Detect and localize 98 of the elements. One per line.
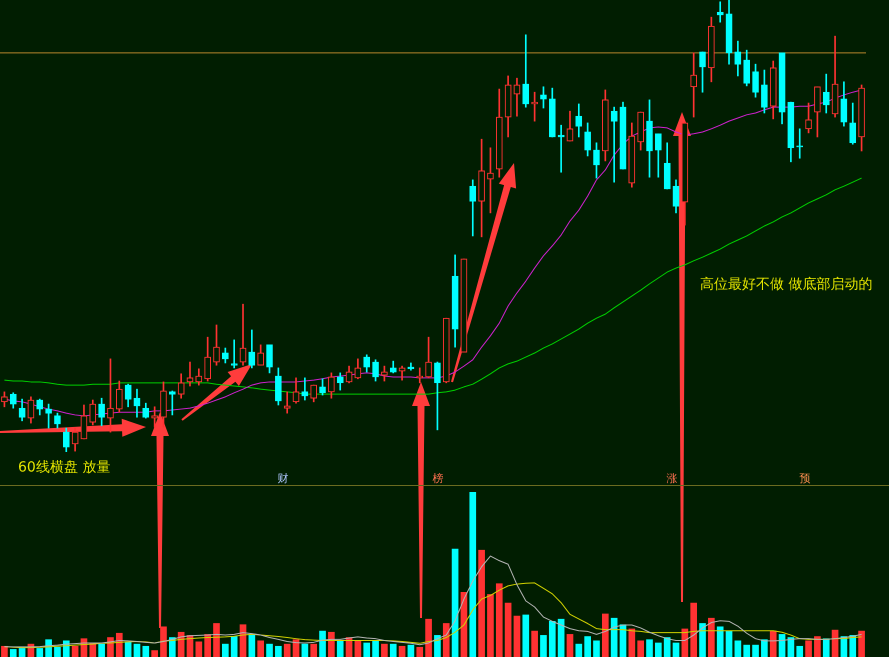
bar <box>452 548 458 657</box>
bar <box>442 623 450 657</box>
bar <box>637 640 644 657</box>
bar <box>36 648 44 657</box>
bar <box>514 616 520 657</box>
bar <box>10 649 17 657</box>
bar <box>708 618 715 657</box>
text: 榜 <box>432 472 444 485</box>
bar <box>761 639 768 657</box>
bar <box>151 650 158 657</box>
bar <box>620 624 626 657</box>
bar <box>372 640 379 657</box>
bar <box>416 646 424 657</box>
bar <box>752 644 759 657</box>
bar <box>222 644 229 657</box>
bar <box>240 624 246 657</box>
bar <box>107 637 114 657</box>
bar <box>628 628 636 657</box>
bar <box>496 583 503 657</box>
bar <box>540 635 547 657</box>
bar <box>646 639 653 657</box>
bar <box>124 641 132 657</box>
bar <box>230 636 238 657</box>
bar <box>602 614 609 657</box>
bar <box>275 646 282 657</box>
bar <box>558 618 564 657</box>
bar <box>469 492 476 657</box>
bar <box>796 646 804 657</box>
bar <box>840 636 848 657</box>
bar <box>531 630 538 657</box>
bar <box>788 637 794 657</box>
bar <box>408 644 414 657</box>
bar <box>699 623 706 657</box>
bar <box>195 641 202 657</box>
bar <box>858 630 865 657</box>
bar <box>504 602 512 657</box>
bar <box>363 642 370 657</box>
bar <box>743 644 750 657</box>
bar <box>1 646 8 657</box>
bar <box>734 640 742 657</box>
bar <box>593 640 600 657</box>
bar <box>584 636 591 657</box>
bar <box>302 644 308 657</box>
candlestick <box>186 362 194 386</box>
bar <box>18 648 26 657</box>
bar <box>566 634 574 657</box>
bar <box>460 592 468 657</box>
candlestick <box>487 147 494 214</box>
bar <box>134 644 140 657</box>
bar <box>310 644 318 657</box>
bar <box>487 594 494 657</box>
bar <box>346 637 352 657</box>
candlestick <box>540 86 547 108</box>
bar <box>726 630 732 657</box>
bar <box>664 637 671 657</box>
bar <box>548 621 556 657</box>
bar <box>142 646 150 657</box>
bar <box>160 626 167 657</box>
text: 涨 <box>666 472 678 485</box>
bar <box>257 640 264 657</box>
bar <box>778 634 786 657</box>
bar <box>478 550 485 657</box>
bar <box>328 632 335 657</box>
bar <box>672 642 680 657</box>
bar <box>832 630 838 657</box>
bar <box>655 642 662 657</box>
bar <box>266 644 273 657</box>
bar <box>54 646 61 657</box>
bar <box>822 638 830 657</box>
bar <box>610 618 618 657</box>
bar <box>354 640 362 657</box>
annotation: 高位最好不做 做底部启动的 <box>700 276 872 293</box>
bar <box>390 644 397 657</box>
bar <box>690 602 698 657</box>
text: 财 <box>278 472 288 485</box>
bar <box>319 630 326 657</box>
bar <box>805 640 812 657</box>
bar <box>284 644 291 657</box>
candlestick <box>107 358 114 432</box>
bar <box>814 636 821 657</box>
bar <box>522 614 530 657</box>
bar <box>682 628 688 657</box>
text: 预 <box>800 472 810 485</box>
bar <box>186 635 194 657</box>
bar <box>248 634 256 657</box>
bar <box>292 639 300 657</box>
bar <box>98 644 105 657</box>
bar <box>336 640 344 657</box>
bar <box>716 626 724 657</box>
bar <box>72 646 78 657</box>
candlestick <box>240 304 246 366</box>
bar <box>770 630 777 657</box>
bar <box>398 646 406 657</box>
bar <box>381 644 388 657</box>
text: 60线横盘 放量 <box>18 460 110 476</box>
bar <box>213 623 220 657</box>
bar <box>425 618 432 657</box>
bar <box>575 644 582 657</box>
